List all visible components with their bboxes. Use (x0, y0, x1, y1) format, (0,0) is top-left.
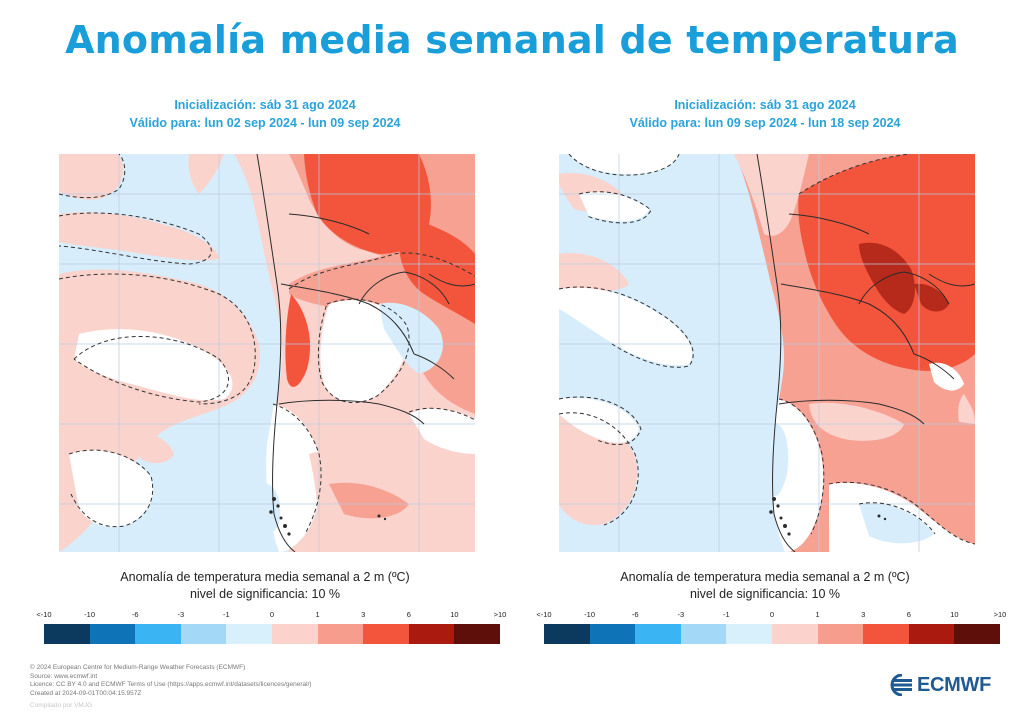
anomaly-map-week2 (559, 154, 975, 552)
legend-swatch (135, 624, 181, 644)
initialization-text: Inicialización: sáb 31 ago 2024 (674, 98, 856, 112)
map-caption: Anomalía de temperatura media semanal a … (15, 569, 515, 603)
forecast-panel-week2: Inicialización: sáb 31 ago 2024 Válido p… (515, 0, 1015, 660)
legend-tick: 1 (315, 610, 320, 619)
legend-tick: 3 (361, 610, 366, 619)
legend-swatch (817, 624, 864, 644)
legend-swatch (408, 624, 455, 644)
copyright-line: © 2024 European Centre for Medium-Range … (30, 664, 246, 671)
panel-header: Inicialización: sáb 31 ago 2024 Válido p… (15, 96, 515, 132)
color-legend: <-10 -10 -6 -3 -1 0 1 3 6 10 >10 (29, 610, 506, 650)
legend-tick: -10 (584, 610, 596, 619)
legend-swatch (680, 624, 727, 644)
created-line: Created at 2024-09-01T00:04:15.957Z (30, 689, 142, 697)
forecast-panel-week1: Inicialización: sáb 31 ago 2024 Válido p… (15, 0, 515, 660)
panel-header: Inicialización: sáb 31 ago 2024 Válido p… (515, 96, 1015, 132)
initialization-text: Inicialización: sáb 31 ago 2024 (174, 98, 356, 112)
legend-tick: <-10 (536, 610, 552, 619)
legend-swatch (635, 624, 681, 644)
legend-tick: 6 (906, 610, 911, 619)
legend-tick: -6 (131, 610, 139, 619)
legend-tick: <-10 (36, 610, 52, 619)
legend-swatch (317, 624, 364, 644)
valid-period-text: Válido para: lun 02 sep 2024 - lun 09 se… (129, 116, 401, 130)
legend-tick: >10 (993, 610, 1007, 619)
legend-swatch (44, 624, 90, 644)
page-title: Anomalía media semanal de temperatura (65, 18, 959, 62)
legend-swatch (544, 624, 590, 644)
compiled-by: Compilado por VMJG (30, 702, 93, 709)
caption-variable: Anomalía de temperatura media semanal a … (120, 570, 410, 584)
legend-swatch (863, 624, 909, 644)
legend-tick: 3 (861, 610, 866, 619)
ecmwf-logo-icon (890, 674, 912, 696)
legend-tick: -3 (677, 610, 685, 619)
legend-swatch (589, 624, 636, 644)
legend-swatch (226, 624, 272, 644)
legend-swatch (771, 624, 818, 644)
legend-tick: -3 (177, 610, 185, 619)
legend-tick: -1 (723, 610, 730, 619)
legend-tick: -10 (84, 610, 96, 619)
color-legend: <-10 -10 -6 -3 -1 0 1 3 6 10 >10 (529, 610, 1006, 650)
legend-swatch (271, 624, 318, 644)
copyright-notice: © 2024 European Centre for Medium-Range … (30, 664, 312, 698)
legend-tick: -6 (631, 610, 639, 619)
caption-variable: Anomalía de temperatura media semanal a … (620, 570, 910, 584)
legend-swatch (454, 624, 500, 644)
legend-swatch (954, 624, 1000, 644)
legend-swatch (363, 624, 409, 644)
ecmwf-logo-text: ECMWF (917, 673, 992, 696)
legend-tick: 1 (815, 610, 820, 619)
legend-tick: 10 (950, 610, 959, 619)
licence-line: Licence: CC BY 4.0 and ECMWF Terms of Us… (30, 681, 312, 688)
caption-significance: nivel de significancia: 10 % (689, 587, 841, 601)
legend-swatch (908, 624, 955, 644)
ecmwf-logo: ECMWF (890, 672, 1000, 698)
legend-swatches (544, 624, 1000, 644)
anomaly-map-week1 (59, 154, 475, 552)
legend-tick: 0 (769, 610, 775, 619)
caption-significance: nivel de significancia: 10 % (189, 587, 341, 601)
legend-tick: 6 (406, 610, 411, 619)
valid-period-text: Válido para: lun 09 sep 2024 - lun 18 se… (629, 116, 901, 130)
legend-tick: 0 (269, 610, 275, 619)
legend-tick: 10 (450, 610, 459, 619)
legend-swatch (89, 624, 136, 644)
source-line: Source: www.ecmwf.int (30, 672, 98, 680)
legend-swatch (180, 624, 227, 644)
legend-swatch (726, 624, 772, 644)
legend-swatches (44, 624, 500, 644)
legend-tick: -1 (223, 610, 230, 619)
map-caption: Anomalía de temperatura media semanal a … (515, 569, 1015, 603)
legend-tick: >10 (493, 610, 507, 619)
